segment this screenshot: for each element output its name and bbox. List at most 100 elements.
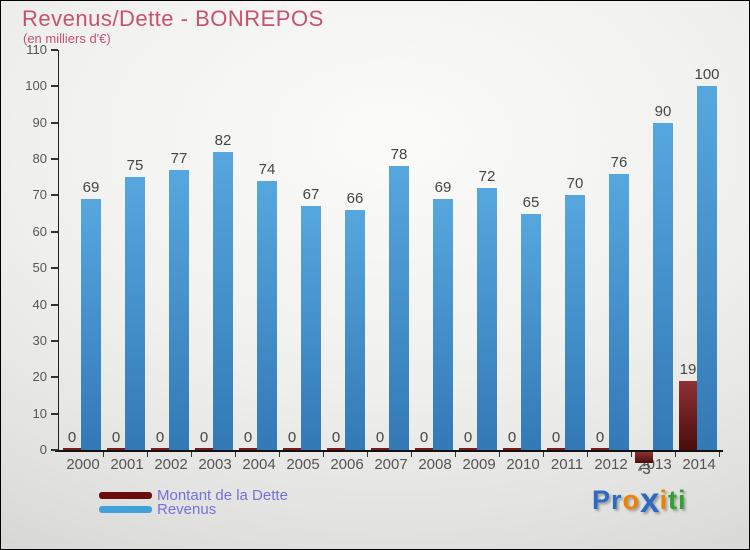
x-tick: [499, 452, 500, 457]
bar-value-label: 78: [390, 146, 408, 164]
x-tick: [279, 452, 280, 457]
y-tick-label: 80: [32, 151, 47, 167]
bar-value-label: 90: [654, 102, 672, 120]
bar-value-label: 0: [243, 429, 253, 446]
bar-revenus: [301, 206, 321, 450]
bar-revenus: [389, 166, 409, 450]
bar-dette: [635, 452, 653, 463]
x-tick: [455, 452, 456, 457]
x-axis-line: [55, 450, 723, 452]
bar-value-label: 0: [595, 429, 605, 446]
bar-group: 2012 76 0: [587, 50, 631, 473]
bar-dette: [591, 447, 609, 450]
bar-revenus: [213, 151, 233, 450]
bar-dette: [371, 447, 389, 450]
bar-revenus: [257, 180, 277, 450]
y-tick: [51, 121, 58, 124]
bar-revenus: [433, 199, 453, 450]
y-tick: [51, 412, 58, 415]
x-tick: [719, 452, 720, 457]
bar-value-label: 67: [302, 186, 320, 204]
bar-dette: [679, 380, 697, 450]
y-tick-label: 70: [32, 187, 47, 203]
bar-dette: [239, 447, 257, 450]
bar-group: 2009 72 0: [455, 50, 499, 473]
y-tick-label: 20: [32, 369, 47, 385]
bar-dette: [151, 447, 169, 450]
bar-group: 2001 75 0: [103, 50, 147, 473]
bar-value-label: 70: [566, 175, 584, 193]
logo-letter: x: [640, 481, 660, 520]
bar-group: 2010 65 0: [499, 50, 543, 473]
logo-letter: P: [592, 485, 612, 515]
x-tick: [147, 452, 148, 457]
x-tick-label: 2011: [550, 456, 584, 473]
bar-value-label: 0: [419, 429, 429, 446]
x-tick-label: 2014: [682, 456, 716, 473]
bar-group: 2014 100 19: [675, 50, 720, 473]
x-tick: [191, 452, 192, 457]
y-tick: [51, 339, 58, 342]
y-tick-label: 100: [25, 78, 47, 94]
bar-dette: [503, 447, 521, 450]
legend: Montant de la Dette Revenus: [99, 487, 288, 517]
legend-label-dette: Montant de la Dette: [157, 487, 288, 504]
bar-revenus: [609, 173, 629, 450]
y-axis-line: [58, 50, 59, 452]
bar-value-label: 100: [694, 66, 720, 84]
bar-value-label: 0: [287, 429, 297, 446]
bar-revenus: [565, 195, 585, 450]
bar-dette: [415, 447, 433, 450]
x-tick: [587, 452, 588, 457]
y-tick: [51, 376, 58, 379]
legend-swatch-revenus: [99, 506, 152, 513]
x-tick: [631, 452, 632, 457]
y-tick-label: 110: [26, 42, 47, 57]
bar-value-label: 72: [478, 168, 496, 186]
x-tick-label: 2006: [330, 456, 364, 473]
bar-group: 2013 90 -3: [631, 50, 675, 478]
bar-dette: [327, 447, 345, 450]
x-tick-label: 2008: [418, 456, 452, 473]
y-tick: [51, 230, 58, 233]
bar-value-label: 0: [507, 429, 517, 446]
x-tick: [411, 452, 412, 457]
bar-revenus: [125, 177, 145, 450]
logo-letter: r: [611, 485, 623, 515]
x-tick-label: 2002: [154, 456, 188, 473]
y-tick-label: 30: [32, 332, 47, 348]
bar-value-label: -3: [637, 460, 651, 478]
bar-value-label: 0: [375, 429, 385, 446]
y-tick: [51, 449, 58, 451]
bar-value-label: 76: [610, 153, 628, 171]
y-tick-label: 10: [32, 405, 47, 421]
legend-item-revenus: Revenus: [99, 502, 288, 517]
bar-value-label: 0: [199, 429, 209, 446]
bar-group: 2008 69 0: [411, 50, 455, 473]
y-tick: [51, 194, 58, 197]
x-tick: [103, 452, 104, 457]
logo-letter: o: [622, 485, 641, 515]
x-tick: [367, 452, 368, 457]
bar-revenus: [345, 210, 365, 450]
x-tick-label: 2005: [286, 456, 320, 473]
bar-revenus: [169, 170, 189, 450]
y-tick: [51, 85, 58, 88]
bar-dette: [547, 447, 565, 450]
y-tick-label: 90: [32, 114, 47, 130]
bar-value-label: 0: [67, 429, 77, 446]
bar-value-label: 0: [155, 429, 165, 446]
bar-value-label: 69: [82, 179, 100, 197]
x-tick: [323, 452, 324, 457]
x-tick-label: 2009: [462, 456, 496, 473]
x-tick-label: 2012: [594, 456, 628, 473]
legend-item-dette: Montant de la Dette: [99, 487, 288, 504]
bar-value-label: 69: [434, 179, 452, 197]
bar-value-label: 0: [551, 429, 561, 446]
bar-group: 2000 69 0: [59, 50, 103, 473]
legend-swatch-dette: [99, 492, 152, 499]
y-tick-label: 60: [32, 223, 47, 239]
bar-group: 2007 78 0: [367, 50, 411, 473]
chart-title: Revenus/Dette - BONREPOS: [22, 6, 324, 31]
